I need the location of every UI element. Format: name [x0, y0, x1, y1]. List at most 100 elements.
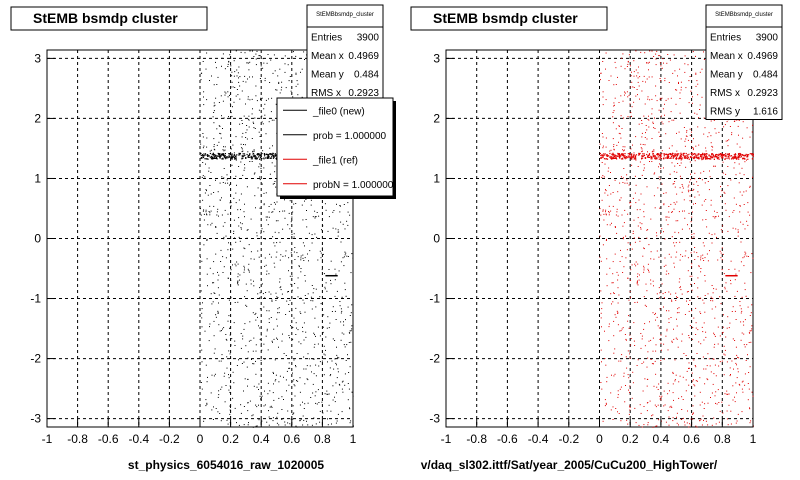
data-point — [208, 211, 210, 212]
data-point — [218, 360, 220, 362]
data-point — [636, 283, 638, 285]
data-point — [297, 329, 299, 331]
data-point — [623, 168, 625, 169]
data-point — [632, 197, 634, 199]
data-point — [337, 356, 339, 358]
data-point — [712, 292, 714, 294]
data-point — [322, 326, 324, 328]
data-point — [625, 157, 627, 159]
data-point — [704, 295, 706, 296]
data-point — [652, 152, 654, 155]
data-point — [208, 170, 210, 172]
data-point — [672, 373, 674, 374]
data-point — [599, 235, 601, 237]
data-point — [728, 269, 730, 270]
data-point — [727, 153, 729, 155]
data-point — [632, 144, 633, 146]
data-point — [740, 339, 742, 341]
data-point — [674, 245, 676, 247]
data-point — [670, 111, 672, 113]
data-point — [675, 374, 677, 376]
x-tick-label: -0.2 — [159, 432, 180, 446]
data-point — [710, 155, 712, 157]
data-point — [207, 224, 209, 226]
data-point — [210, 172, 212, 173]
data-point — [671, 119, 673, 121]
data-point — [668, 147, 670, 149]
data-point — [618, 360, 620, 362]
data-point — [674, 70, 676, 72]
data-point — [243, 328, 245, 330]
data-point — [273, 202, 275, 204]
legend-frame — [276, 97, 394, 197]
data-point — [663, 343, 665, 345]
data-point — [257, 187, 259, 189]
data-point — [217, 311, 219, 313]
data-point — [247, 96, 249, 98]
data-point — [316, 212, 318, 213]
data-point — [323, 353, 325, 355]
data-point — [715, 306, 717, 308]
data-point — [616, 271, 618, 273]
data-point — [271, 162, 273, 164]
data-point — [262, 293, 264, 295]
data-point — [613, 105, 615, 107]
data-point — [652, 337, 654, 339]
data-point — [219, 413, 221, 414]
data-point — [310, 296, 312, 298]
data-point — [255, 373, 257, 375]
data-point — [243, 211, 245, 213]
data-point — [213, 292, 215, 294]
data-point — [647, 263, 649, 265]
data-point — [222, 128, 223, 129]
data-point — [695, 85, 697, 87]
data-point — [668, 121, 670, 123]
data-point — [335, 362, 337, 364]
data-point — [612, 152, 614, 154]
data-point — [651, 138, 653, 139]
data-point — [215, 408, 217, 409]
x-tick-label: 0.6 — [283, 432, 300, 446]
data-point — [262, 123, 264, 125]
data-point — [261, 228, 263, 230]
data-point — [253, 258, 255, 260]
data-point — [330, 279, 331, 281]
data-point — [630, 296, 631, 298]
data-point — [341, 296, 343, 298]
data-point — [304, 383, 306, 385]
data-point — [264, 297, 266, 299]
data-point — [271, 340, 273, 342]
data-point — [202, 302, 203, 304]
data-point — [202, 133, 204, 134]
data-point — [671, 341, 673, 343]
data-point — [203, 153, 205, 155]
data-point — [682, 185, 684, 187]
data-point — [647, 268, 649, 270]
data-point — [294, 247, 296, 248]
data-point — [674, 155, 676, 157]
data-point — [264, 390, 265, 392]
data-point — [668, 153, 670, 155]
data-point — [292, 405, 294, 407]
data-point — [646, 129, 648, 131]
data-point — [281, 409, 283, 410]
data-point — [273, 399, 275, 401]
data-point — [683, 199, 685, 201]
data-point — [208, 340, 210, 342]
data-point — [203, 213, 205, 215]
data-point — [727, 230, 729, 232]
stats-label: Entries — [311, 32, 342, 43]
data-point — [731, 134, 733, 136]
data-point — [734, 268, 736, 270]
data-point — [230, 65, 232, 67]
data-point — [617, 191, 619, 193]
data-point — [334, 295, 336, 297]
data-point — [296, 80, 298, 82]
data-point — [635, 422, 637, 424]
data-point — [203, 420, 205, 422]
data-point — [751, 304, 753, 306]
data-point — [629, 334, 631, 336]
data-point — [726, 290, 728, 292]
data-point — [293, 236, 295, 238]
data-point — [643, 75, 645, 77]
